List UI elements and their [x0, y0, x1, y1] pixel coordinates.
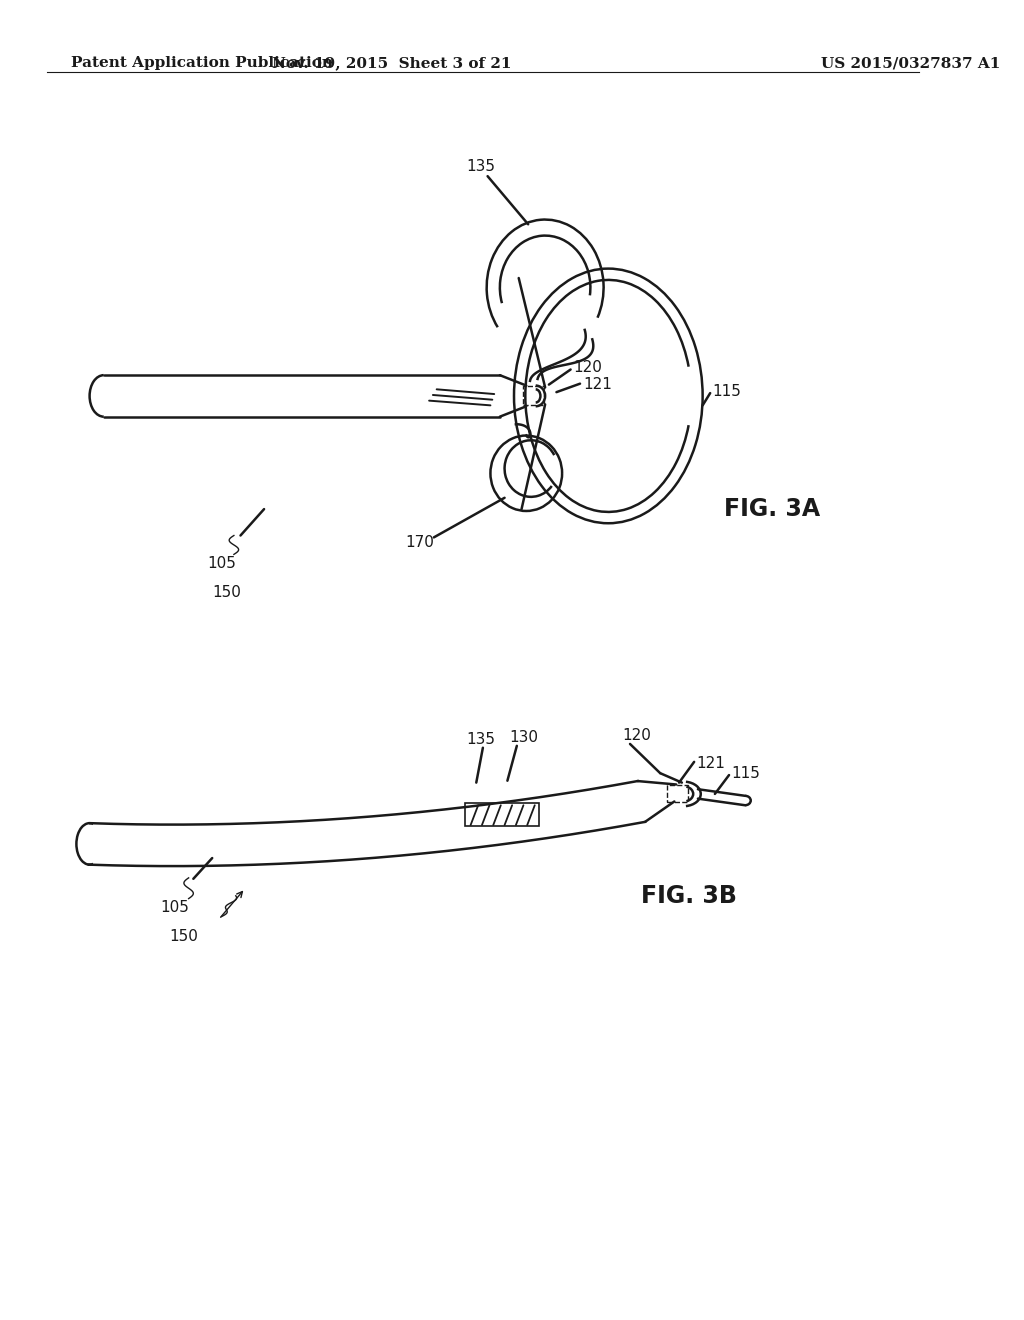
Text: FIG. 3A: FIG. 3A: [724, 498, 820, 521]
Text: 135: 135: [467, 731, 496, 747]
Text: 115: 115: [712, 384, 741, 399]
Text: 130: 130: [509, 730, 538, 744]
Text: US 2015/0327837 A1: US 2015/0327837 A1: [820, 57, 999, 70]
Text: 120: 120: [573, 360, 602, 375]
Bar: [465, 804, 540, 826]
Bar: [667, 785, 687, 803]
Text: 150: 150: [212, 585, 241, 599]
Text: 115: 115: [731, 766, 760, 780]
Text: Nov. 19, 2015  Sheet 3 of 21: Nov. 19, 2015 Sheet 3 of 21: [271, 57, 511, 70]
Text: 120: 120: [623, 729, 651, 743]
Text: 121: 121: [583, 378, 611, 392]
Text: 121: 121: [696, 756, 725, 771]
Bar: [523, 387, 544, 405]
Text: 105: 105: [160, 900, 188, 916]
Text: 105: 105: [207, 556, 237, 572]
Text: 150: 150: [170, 929, 199, 944]
Text: Patent Application Publication: Patent Application Publication: [71, 57, 333, 70]
Text: 170: 170: [406, 535, 434, 549]
Text: FIG. 3B: FIG. 3B: [641, 884, 737, 908]
Text: 135: 135: [467, 160, 496, 174]
